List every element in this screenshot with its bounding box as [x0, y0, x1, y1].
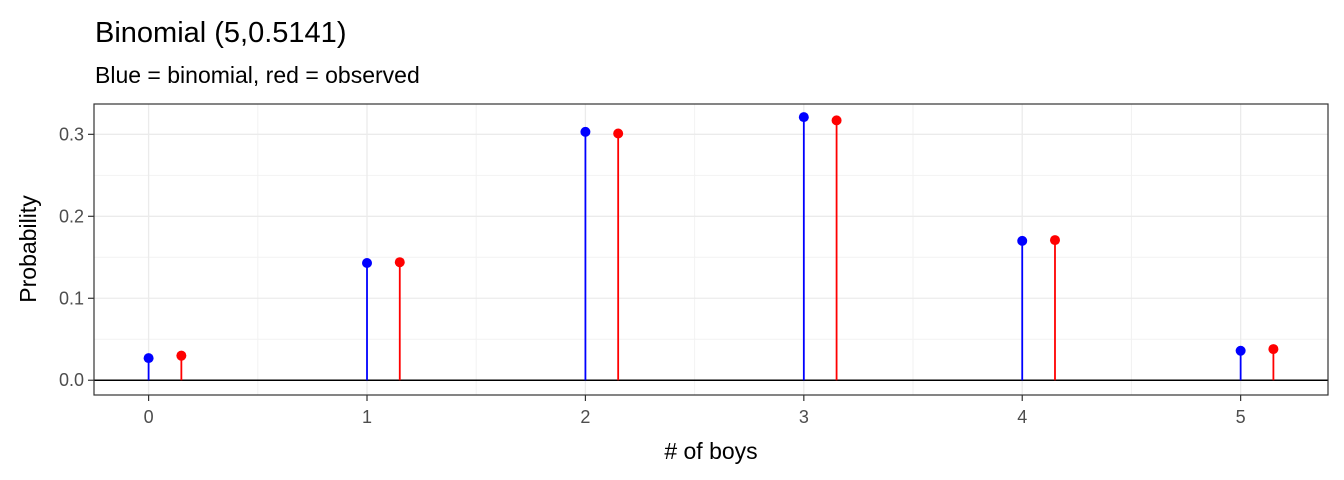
marks [94, 112, 1328, 381]
ticks: 0 1 2 3 4 5 0.0 0.1 0.2 0.3 [59, 124, 1246, 427]
x-tick-label: 2 [580, 407, 590, 427]
plot-border [93, 103, 1329, 396]
point-series-1 [1268, 344, 1279, 355]
point-series-1 [394, 257, 405, 268]
point-series-0 [143, 353, 154, 364]
x-tick-label: 0 [144, 407, 154, 427]
x-tick-label: 3 [799, 407, 809, 427]
point-series-1 [613, 128, 624, 139]
point-series-0 [362, 258, 373, 269]
chart-title: Binomial (5,0.5141) [95, 17, 346, 49]
point-series-1 [176, 350, 187, 361]
point-series-0 [580, 126, 591, 137]
x-axis-label: # of boys [664, 438, 757, 464]
x-tick-label: 1 [362, 407, 372, 427]
point-series-0 [1017, 235, 1028, 246]
y-axis-label: Probability [15, 195, 41, 303]
y-tick-label: 0.1 [59, 288, 84, 308]
x-tick-label: 5 [1236, 407, 1246, 427]
y-tick-label: 0.3 [59, 124, 84, 144]
x-tick-label: 4 [1017, 407, 1027, 427]
point-series-1 [831, 115, 842, 126]
point-series-1 [1049, 235, 1060, 246]
chart-subtitle: Blue = binomial, red = observed [95, 62, 420, 88]
point-series-0 [798, 112, 809, 123]
plot-panel [94, 104, 1328, 395]
y-tick-label: 0.0 [59, 370, 84, 390]
y-tick-label: 0.2 [59, 206, 84, 226]
point-series-0 [1235, 345, 1246, 356]
